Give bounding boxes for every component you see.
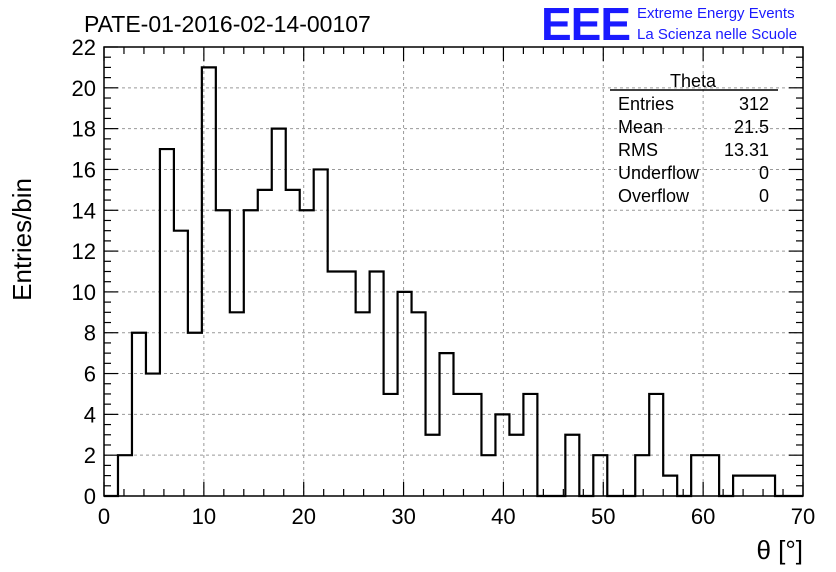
x-tick-label: 0: [98, 504, 110, 529]
x-tick-label: 60: [691, 504, 715, 529]
y-tick-label: 14: [72, 198, 96, 223]
logo-line-1: Extreme Energy Events: [637, 5, 795, 22]
logo-mark: EEE: [541, 0, 630, 50]
x-tick-labels: 0 10 20 30 40 50 60 70: [98, 504, 815, 529]
stats-value-overflow: 0: [759, 186, 769, 206]
y-tick-label: 10: [72, 280, 96, 305]
stats-title: Theta: [670, 71, 717, 91]
plot-frame: [103, 46, 804, 497]
x-tick-label: 40: [491, 504, 515, 529]
y-tick-label: 2: [84, 443, 96, 468]
y-tick-label: 6: [84, 362, 96, 387]
stats-value-entries: 312: [739, 94, 769, 114]
stats-label-rms: RMS: [618, 140, 658, 160]
stats-value-rms: 13.31: [724, 140, 769, 160]
stats-label-overflow: Overflow: [618, 186, 690, 206]
x-tick-label: 70: [791, 504, 815, 529]
histogram-outline: [104, 66, 803, 498]
x-tick-label: 10: [192, 504, 216, 529]
y-tick-label: 22: [72, 35, 96, 60]
y-tick-label: 18: [72, 117, 96, 142]
grid-lines: [104, 47, 803, 496]
y-tick-label: 20: [72, 76, 96, 101]
axis-ticks: [103, 46, 804, 497]
stats-value-mean: 21.5: [734, 117, 769, 137]
y-tick-labels: 0 2 4 6 8 10 12 14 16 18 20 22: [72, 35, 96, 509]
y-tick-label: 0: [84, 484, 96, 509]
x-axis-label: θ [°]: [756, 535, 803, 565]
stats-box: Theta Entries 312 Mean 21.5 RMS 13.31 Un…: [610, 71, 778, 206]
y-tick-label: 12: [72, 239, 96, 264]
x-tick-label: 20: [291, 504, 315, 529]
stats-label-entries: Entries: [618, 94, 674, 114]
y-tick-label: 16: [72, 157, 96, 182]
stats-value-underflow: 0: [759, 163, 769, 183]
chart-title: PATE-01-2016-02-14-00107: [84, 11, 371, 37]
y-axis-label: Entries/bin: [7, 178, 37, 301]
x-tick-label: 50: [591, 504, 615, 529]
x-tick-label: 30: [391, 504, 415, 529]
y-tick-label: 4: [84, 402, 96, 427]
logo-line-2: La Scienza nelle Scuole: [637, 26, 797, 43]
stats-label-mean: Mean: [618, 117, 663, 137]
y-tick-label: 8: [84, 321, 96, 346]
stats-label-underflow: Underflow: [618, 163, 700, 183]
eee-logo: EEE Extreme Energy Events La Scienza nel…: [541, 0, 797, 50]
